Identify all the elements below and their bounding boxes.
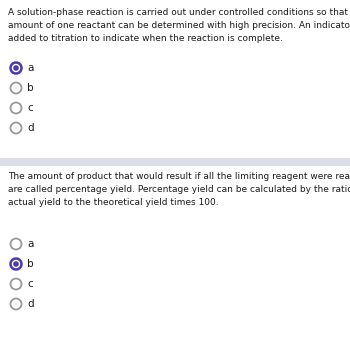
- Text: A solution-phase reaction is carried out under controlled conditions so that the: A solution-phase reaction is carried out…: [8, 8, 350, 43]
- Text: c: c: [27, 103, 33, 113]
- Bar: [0, 158, 350, 166]
- Text: a: a: [27, 63, 33, 73]
- Text: The amount of product that would result if all the limiting reagent were reacted: The amount of product that would result …: [8, 172, 350, 207]
- Circle shape: [13, 65, 19, 71]
- Circle shape: [13, 261, 19, 267]
- Text: b: b: [27, 83, 34, 93]
- Text: a: a: [27, 239, 33, 249]
- Text: d: d: [27, 123, 34, 133]
- Text: b: b: [27, 259, 34, 269]
- Text: d: d: [27, 299, 34, 309]
- Text: c: c: [27, 279, 33, 289]
